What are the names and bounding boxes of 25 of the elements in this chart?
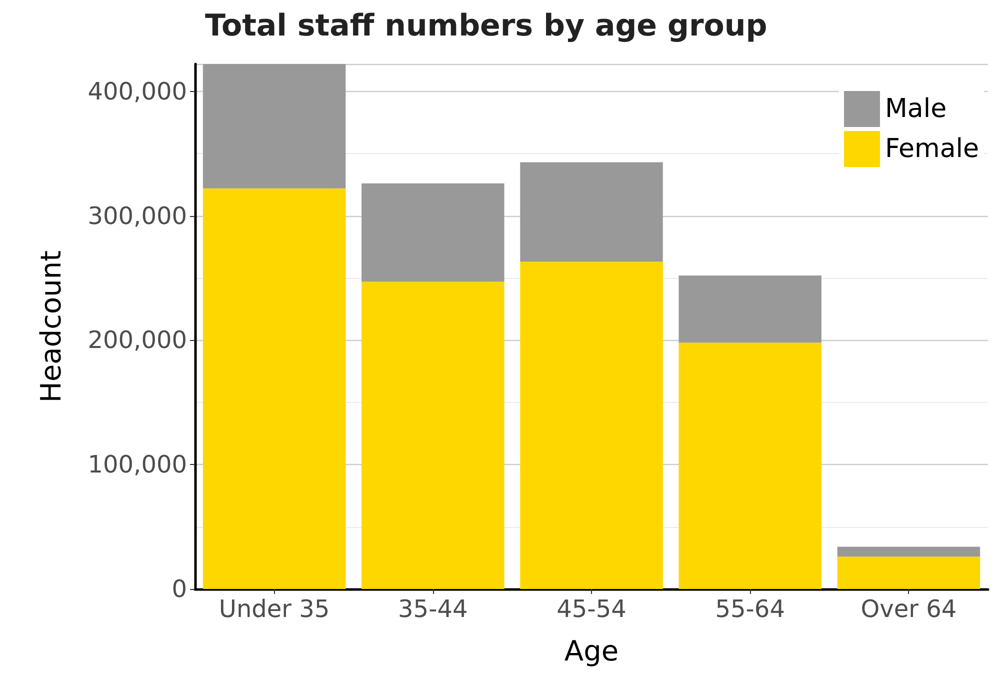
- x-tick-label: Over 64: [860, 595, 957, 623]
- x-axis-title: Age: [564, 634, 619, 668]
- legend-label: Female: [884, 134, 980, 164]
- y-tick-label: 400,000: [88, 77, 187, 106]
- y-tick-label: 0: [172, 575, 187, 603]
- y-tick-label: 300,000: [88, 202, 187, 230]
- legend-label: Male: [884, 94, 947, 124]
- bar: [520, 262, 663, 589]
- bar: [678, 275, 822, 343]
- bar: [202, 188, 346, 589]
- x-tick-label: 55-64: [715, 595, 785, 623]
- x-tick-label: 45-54: [556, 595, 626, 623]
- bar: [837, 556, 980, 589]
- bar: [678, 342, 822, 589]
- bar: [362, 183, 504, 282]
- y-tick-label: 200,000: [88, 326, 187, 354]
- bar: [520, 162, 663, 262]
- y-axis-title: Headcount: [34, 250, 68, 403]
- x-tick-label: 35-44: [398, 595, 468, 623]
- bar: [362, 282, 504, 589]
- bar: [837, 546, 980, 557]
- bar: [202, 64, 346, 188]
- x-tick-label: Under 35: [218, 595, 330, 623]
- y-tick-label: 100,000: [88, 450, 187, 479]
- chart-title: Total staff numbers by age group: [205, 8, 768, 44]
